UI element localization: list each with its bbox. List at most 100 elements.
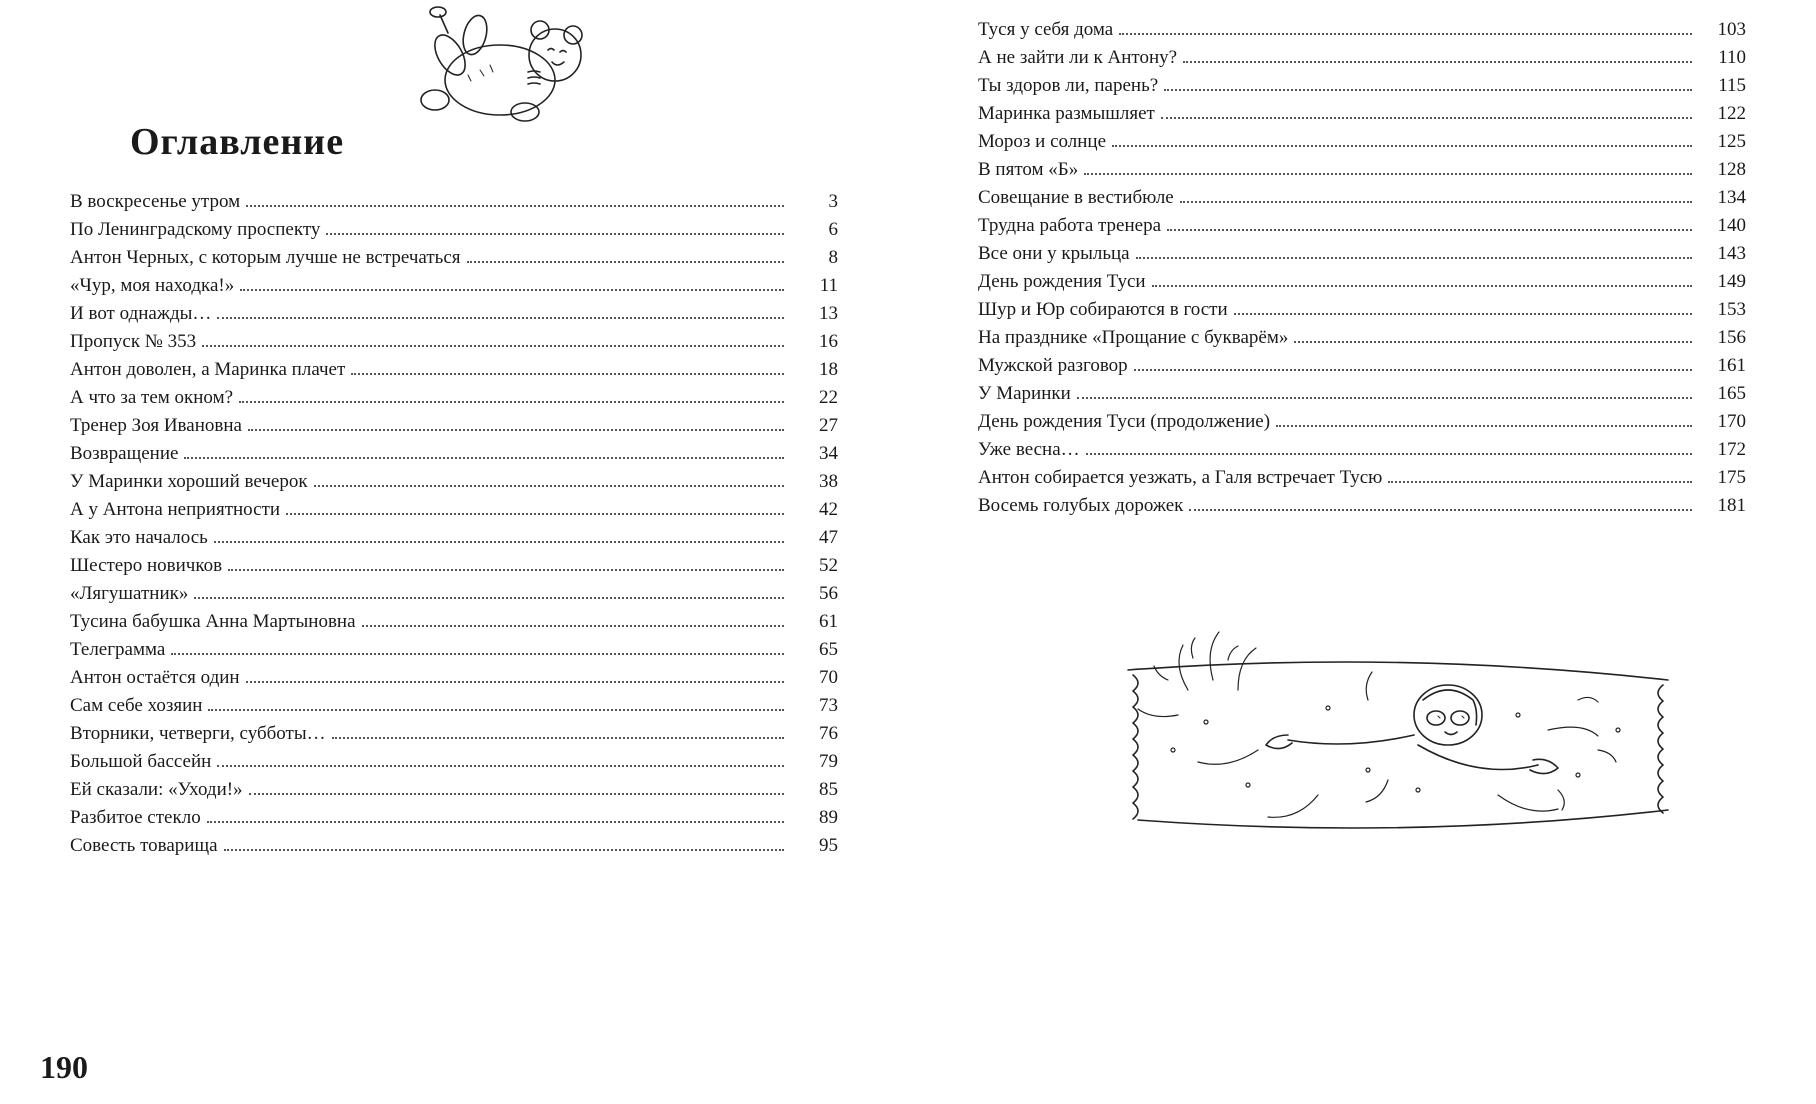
toc-entry-page: 85 (790, 780, 838, 799)
toc-leader (362, 625, 784, 627)
toc-entry-page: 79 (790, 752, 838, 771)
toc-entry: На празднике «Прощание с букварём» 156 (978, 328, 1746, 347)
toc-entry-page: 165 (1698, 384, 1746, 403)
toc-entry-title: Мужской разговор (978, 356, 1128, 375)
toc-leader (1161, 117, 1692, 119)
toc-entry: Мороз и солнце125 (978, 132, 1746, 151)
toc-entry-title: Туся у себя дома (978, 20, 1113, 39)
toc-entry-title: Пропуск № 353 (70, 332, 196, 351)
toc-entry: В воскресенье утром3 (70, 192, 838, 211)
toc-entry: Трудна работа тренера140 (978, 216, 1746, 235)
toc-entry-page: 34 (790, 444, 838, 463)
toc-leader (326, 233, 784, 235)
toc-leader (217, 317, 784, 319)
toc-leader (1189, 509, 1692, 511)
toc-entry: Большой бассейн79 (70, 752, 838, 771)
toc-entry: Тусина бабушка Анна Мартыновна61 (70, 612, 838, 631)
toc-entry-title: Уже весна… (978, 440, 1080, 459)
toc-entry: Сам себе хозяин73 (70, 696, 838, 715)
toc-entry: Совесть товарища95 (70, 836, 838, 855)
toc-entry-page: 95 (790, 836, 838, 855)
toc-entry-page: 8 (790, 248, 838, 267)
toc-leader (1234, 313, 1692, 315)
toc-entry: Совещание в вестибюле134 (978, 188, 1746, 207)
toc-entry-title: Антон собирается уезжать, а Галя встреча… (978, 468, 1382, 487)
toc-leader (1180, 201, 1692, 203)
toc-leader (171, 653, 784, 655)
toc-leader (1167, 229, 1692, 231)
toc-leader (1119, 33, 1692, 35)
toc-leader (1077, 397, 1692, 399)
toc-entry: Все они у крыльца143 (978, 244, 1746, 263)
toc-leader (246, 681, 784, 683)
toc-entry-page: 70 (790, 668, 838, 687)
toc-leader (1276, 425, 1692, 427)
toc-entry: А что за тем окном?22 (70, 388, 838, 407)
toc-entry-title: Вторники, четверги, субботы… (70, 724, 326, 743)
toc-entry-page: 125 (1698, 132, 1746, 151)
toc-leader (1183, 61, 1692, 63)
toc-entry: Как это началось47 (70, 528, 838, 547)
toc-entry-title: Разбитое стекло (70, 808, 201, 827)
toc-entry: А у Антона неприятности42 (70, 500, 838, 519)
toc-leader (1136, 257, 1692, 259)
toc-entry-page: 76 (790, 724, 838, 743)
toc-entry-page: 115 (1698, 76, 1746, 95)
toc-entry: Туся у себя дома103 (978, 20, 1746, 39)
toc-entry-title: У Маринки хороший вечерок (70, 472, 308, 491)
toc-leader (1388, 481, 1692, 483)
left-page: Оглавление В воскресенье утром3По Ленинг… (0, 0, 908, 1104)
toc-leader (467, 261, 785, 263)
toc-entry: Маринка размышляет122 (978, 104, 1746, 123)
toc-entry: Антон Черных, с которым лучше не встреча… (70, 248, 838, 267)
toc-leader (239, 401, 784, 403)
toc-entry: День рождения Туси (продолжение)170 (978, 412, 1746, 431)
toc-leader (194, 597, 784, 599)
toc-entry-page: 52 (790, 556, 838, 575)
toc-entry: Разбитое стекло89 (70, 808, 838, 827)
toc-entry-page: 22 (790, 388, 838, 407)
toc-entry: Мужской разговор 161 (978, 356, 1746, 375)
toc-entry-title: На празднике «Прощание с букварём» (978, 328, 1288, 347)
toc-leader (207, 821, 784, 823)
toc-leader (217, 765, 784, 767)
toc-entry-title: Трудна работа тренера (978, 216, 1161, 235)
toc-entry: Вторники, четверги, субботы… 76 (70, 724, 838, 743)
toc-entry-title: Антон доволен, а Маринка плачет (70, 360, 345, 379)
toc-entry-title: И вот однажды… (70, 304, 211, 323)
toc-entry-title: «Лягушатник» (70, 584, 188, 603)
toc-entry-page: 56 (790, 584, 838, 603)
toc-entry-page: 175 (1698, 468, 1746, 487)
toc-entry: «Лягушатник» 56 (70, 584, 838, 603)
toc-entry-title: Тусина бабушка Анна Мартыновна (70, 612, 356, 631)
toc-entry-page: 110 (1698, 48, 1746, 67)
toc-entry-title: День рождения Туси (продолжение) (978, 412, 1270, 431)
toc-entry-page: 38 (790, 472, 838, 491)
toc-leader (1084, 173, 1692, 175)
toc-list-right: Туся у себя дома103А не зайти ли к Антон… (978, 20, 1746, 515)
toc-entry-page: 16 (790, 332, 838, 351)
toc-leader (314, 485, 784, 487)
toc-entry-title: Тренер Зоя Ивановна (70, 416, 242, 435)
toc-entry: По Ленинградскому проспекту6 (70, 220, 838, 239)
toc-entry-title: Как это началось (70, 528, 208, 547)
toc-entry-page: 27 (790, 416, 838, 435)
toc-leader (1152, 285, 1692, 287)
toc-entry-page: 161 (1698, 356, 1746, 375)
toc-entry: Шур и Юр собираются в гости153 (978, 300, 1746, 319)
toc-entry-title: Шур и Юр собираются в гости (978, 300, 1228, 319)
toc-entry-title: «Чур, моя находка!» (70, 276, 234, 295)
toc-entry: Ей сказали: «Уходи!»85 (70, 780, 838, 799)
toc-entry-page: 172 (1698, 440, 1746, 459)
toc-entry-page: 156 (1698, 328, 1746, 347)
toc-entry-title: У Маринки (978, 384, 1071, 403)
toc-leader (248, 429, 784, 431)
toc-entry-title: Антон Черных, с которым лучше не встреча… (70, 248, 461, 267)
toc-entry-page: 149 (1698, 272, 1746, 291)
toc-leader (286, 513, 784, 515)
toc-entry-page: 122 (1698, 104, 1746, 123)
toc-entry-title: Все они у крыльца (978, 244, 1130, 263)
page-spread: Оглавление В воскресенье утром3По Ленинг… (0, 0, 1816, 1104)
toc-leader (249, 793, 784, 795)
toc-entry-page: 6 (790, 220, 838, 239)
